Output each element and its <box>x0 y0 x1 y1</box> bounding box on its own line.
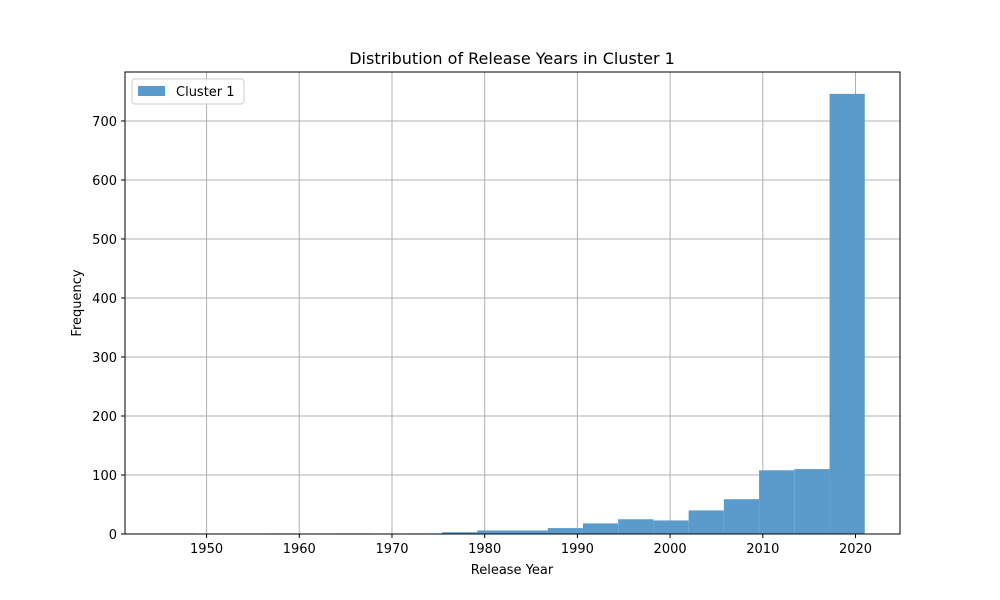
grid-lines <box>125 72 900 535</box>
x-tick-label: 1960 <box>283 542 316 557</box>
x-tick-label: 1980 <box>468 542 501 557</box>
histogram-bar <box>582 523 619 534</box>
y-tick-label: 200 <box>92 410 117 425</box>
y-tick-label: 0 <box>109 528 117 543</box>
bars <box>160 93 865 534</box>
x-tick-label: 2000 <box>654 542 687 557</box>
histogram-bar <box>618 519 654 534</box>
y-tick-label: 500 <box>92 233 117 248</box>
histogram-bar <box>512 530 548 534</box>
histogram-bar <box>653 520 689 534</box>
histogram-bar <box>794 469 830 534</box>
x-tick-label: 1970 <box>375 542 408 557</box>
histogram-bar <box>759 470 795 534</box>
y-tick-label: 400 <box>92 292 117 307</box>
histogram-bar <box>829 93 865 534</box>
chart-title: Distribution of Release Years in Cluster… <box>349 49 675 68</box>
x-axis-label: Release Year <box>471 563 554 578</box>
x-axis-ticks: 1950 1960 1970 1980 1990 2000 2010 2020 <box>190 534 872 557</box>
y-tick-label: 300 <box>92 351 117 366</box>
plot-frame <box>124 71 901 535</box>
histogram-bar <box>547 528 583 534</box>
y-axis-label: Frequency <box>70 269 85 336</box>
y-tick-label: 100 <box>92 469 117 484</box>
legend-label: Cluster 1 <box>176 85 235 100</box>
histogram-bar <box>688 510 724 534</box>
y-axis-ticks: 0 100 200 300 400 500 600 700 <box>92 115 125 543</box>
x-tick-label: 2020 <box>839 542 872 557</box>
y-tick-label: 600 <box>92 174 117 189</box>
legend-swatch <box>138 86 165 96</box>
x-tick-label: 2010 <box>746 542 779 557</box>
histogram-bar <box>723 499 760 534</box>
y-tick-label: 700 <box>92 115 117 130</box>
legend-box <box>131 78 245 105</box>
legend: Cluster 1 <box>131 78 245 105</box>
histogram-bar <box>442 532 478 534</box>
histogram-bar <box>477 530 513 534</box>
x-tick-label: 1990 <box>561 542 594 557</box>
x-tick-label: 1950 <box>190 542 223 557</box>
